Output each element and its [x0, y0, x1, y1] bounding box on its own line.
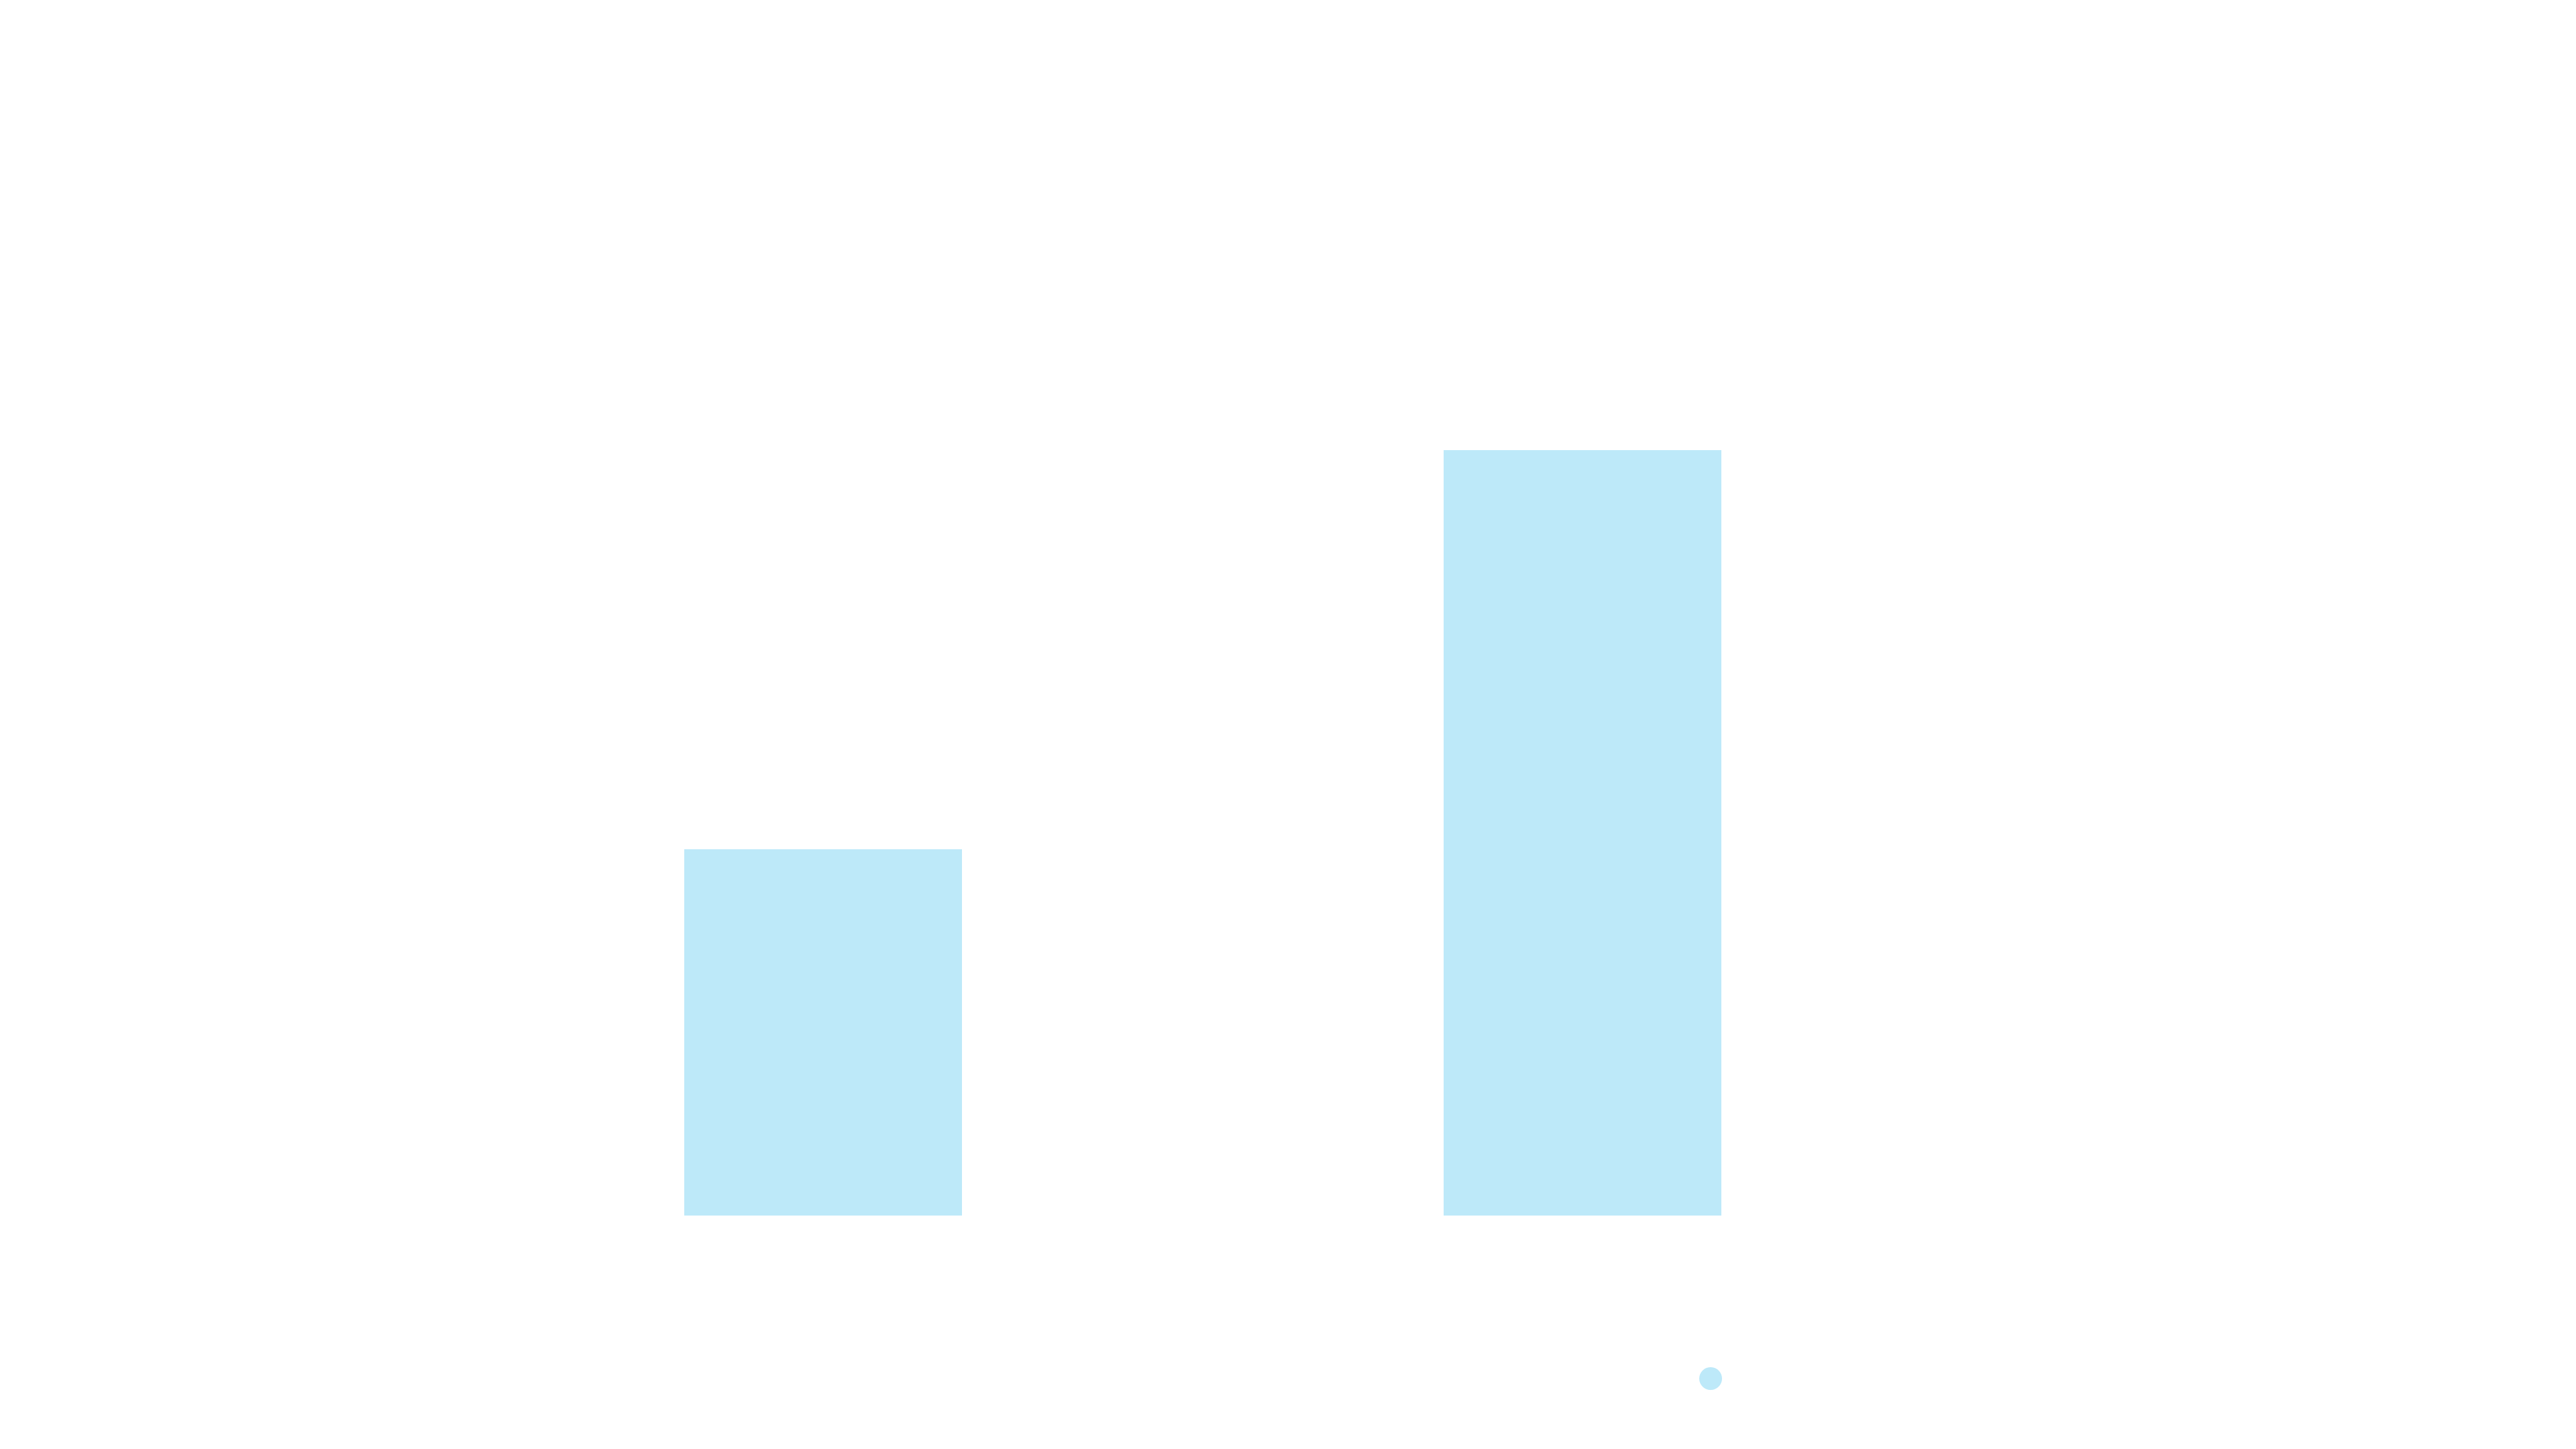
legend	[1699, 1367, 1722, 1390]
legend-marker	[1699, 1367, 1722, 1390]
bar-group	[684, 450, 1721, 1216]
bar-1	[684, 849, 962, 1216]
bar-2	[1444, 450, 1721, 1216]
